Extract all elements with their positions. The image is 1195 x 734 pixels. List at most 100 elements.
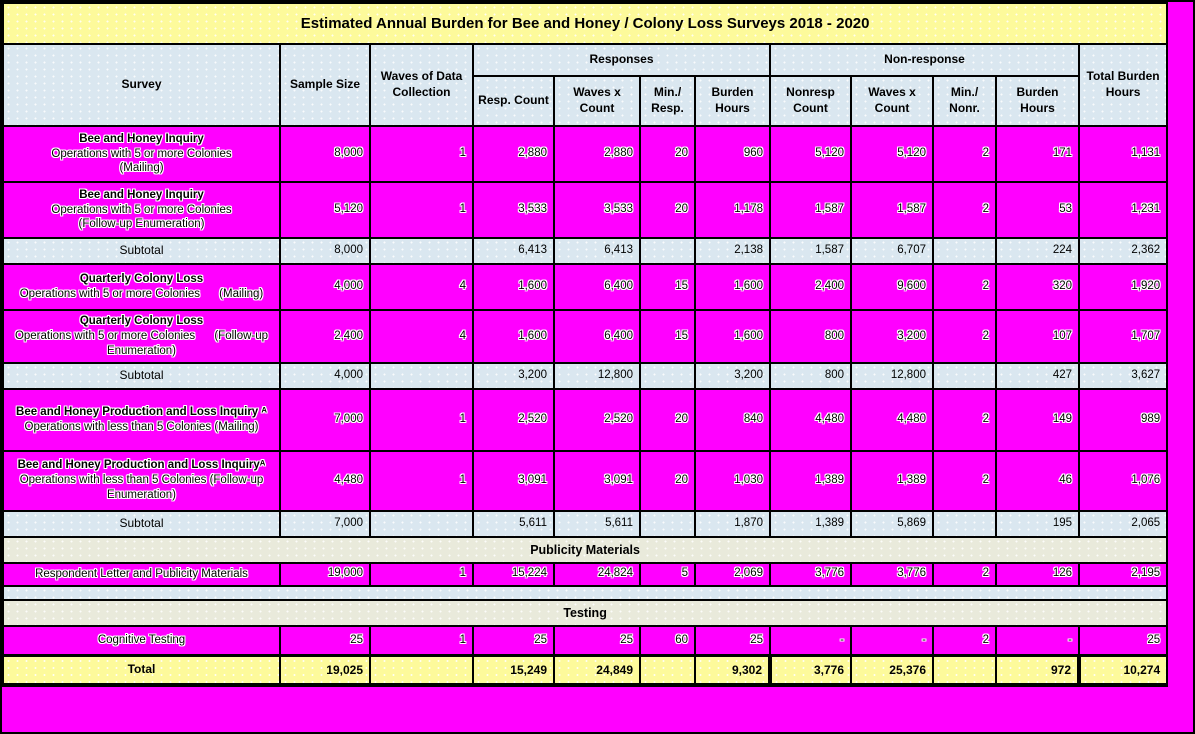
col-header-nonresp-burden-hours: Burden Hours [995,75,1080,127]
cell-resp-waves-x-count: 2,520 [553,387,641,452]
cell-resp-burden-hours: 3,200 [694,361,771,390]
cell-resp-count: 2,520 [472,387,555,452]
cell-resp-count: 1,600 [472,309,555,364]
table-row-section: Publicity Materials [2,535,1169,564]
col-header-resp-count: Resp. Count [472,75,555,127]
cell-resp-waves-x-count: 3,533 [553,181,641,239]
group-header-nonresponse: Non-response [769,43,1080,77]
cell-resp-waves-x-count: 6,400 [553,309,641,364]
cell-nonresp-count: 1,389 [769,449,852,512]
cell-resp-count: 5,611 [472,509,555,538]
cell-min-per-nonr: 2 [932,181,997,239]
title-row: Estimated Annual Burden for Bee and Hone… [2,2,1169,45]
cell-min-per-nonr: 2 [932,387,997,452]
section-header: Testing [2,598,1169,627]
survey-description: Respondent Letter and Publicity Material… [35,567,248,580]
cell-survey: Bee and Honey Inquiry Operations with 5 o… [2,125,281,183]
cell-waves-of-data-collection: 1 [369,387,474,452]
cell-min-per-nonr: 2 [932,561,997,587]
survey-name-bold: Bee and Honey Production and Loss Inquir… [16,405,267,418]
cell-nonresp-waves-x-count: 3,776 [850,561,934,587]
cell-waves-of-data-collection [369,509,474,538]
table-row-subtotal: Subtotal 7,000 5,611 5,611 1,870 1,389 5,869 19… [2,509,1169,538]
cell-resp-count: 2,880 [472,125,555,183]
cell-nonresp-count: 800 [769,309,852,364]
cell-sample-size: 7,000 [279,387,371,452]
cell-nonresp-waves-x-count: 6,707 [850,237,934,265]
cell-min-per-resp: 20 [639,449,696,512]
cell-total-burden-hours: 1,231 [1077,181,1169,239]
cell-min-per-resp [639,654,696,687]
survey-description: Operations with 5 or more Colonies (Mail… [19,288,264,300]
cell-waves-of-data-collection: 4 [369,309,474,364]
survey-description: Cognitive Testing [97,634,186,647]
survey-description: Operations with 5 or more Colonies (Foll… [14,329,269,357]
cell-subtotal-label: Subtotal [2,361,281,390]
cell-total-burden-hours: 2,065 [1077,509,1169,538]
cell-sample-size: 7,000 [279,509,371,538]
cell-min-per-resp: 60 [639,624,696,657]
cell-waves-of-data-collection: 1 [369,624,474,657]
cell-nonresp-burden-hours: - [995,624,1080,657]
table-row-subtotal: Subtotal 4,000 3,200 12,800 3,200 800 12,800 42… [2,361,1169,390]
cell-nonresp-count: 4,480 [769,387,852,452]
table-row-data: Quarterly Colony Loss Operations with 5 o… [2,263,1169,311]
cell-resp-waves-x-count: 24,849 [553,654,641,687]
survey-name-bold: Bee and Honey Inquiry [79,188,204,201]
cell-resp-burden-hours: 1,600 [694,263,771,311]
cell-total-burden-hours: 2,195 [1077,561,1169,587]
cell-sample-size: 5,120 [279,181,371,239]
table-row-data: Respondent Letter and Publicity Material… [2,561,1169,587]
cell-survey: Quarterly Colony Loss Operations with 5 o… [2,309,281,364]
cell-survey: Respondent Letter and Publicity Material… [2,561,281,587]
cell-survey: Bee and Honey Production and Loss Inquir… [2,387,281,452]
table-row-data: Bee and Honey Inquiry Operations with 5 o… [2,181,1169,239]
cell-total-burden-hours: 25 [1077,624,1169,657]
cell-resp-burden-hours: 1,030 [694,449,771,512]
cell-waves-of-data-collection: 1 [369,181,474,239]
cell-waves-of-data-collection: 1 [369,561,474,587]
survey-description: Operations with less than 5 Colonies (Ma… [24,420,259,433]
cell-total-burden-hours: 989 [1077,387,1169,452]
cell-survey: Quarterly Colony Loss Operations with 5 o… [2,263,281,311]
cell-resp-count: 1,600 [472,263,555,311]
cell-survey: Cognitive Testing [2,624,281,657]
cell-resp-burden-hours: 1,600 [694,309,771,364]
cell-sample-size: 2,400 [279,309,371,364]
spacer-row-cell [2,584,1169,601]
cell-subtotal-label: Subtotal [2,509,281,538]
cell-nonresp-burden-hours: 171 [995,125,1080,183]
cell-resp-count: 25 [472,624,555,657]
cell-nonresp-waves-x-count: 1,587 [850,181,934,239]
cell-resp-count: 3,533 [472,181,555,239]
table-row-section: Testing [2,598,1169,627]
cell-sample-size: 8,000 [279,237,371,265]
cell-min-per-nonr: 2 [932,624,997,657]
table-row-subtotal: Subtotal 8,000 6,413 6,413 2,138 1,587 6,707 22… [2,237,1169,265]
cell-min-per-resp: 15 [639,263,696,311]
cell-nonresp-count: 2,400 [769,263,852,311]
survey-description: Operations with less than 5 Colonies (Fo… [19,474,264,502]
cell-min-per-nonr [932,509,997,538]
cell-nonresp-burden-hours: 149 [995,387,1080,452]
cell-nonresp-count: 3,776 [769,561,852,587]
cell-resp-waves-x-count: 2,880 [553,125,641,183]
cell-min-per-nonr [932,237,997,265]
cell-min-per-nonr: 2 [932,309,997,364]
table-row-data: Cognitive Testing 25 1 25 25 60 25- -2-25 [2,624,1169,657]
cell-sample-size: 4,480 [279,449,371,512]
col-header-nonresp-waves-x-count: Waves x Count [850,75,934,127]
section-header: Publicity Materials [2,535,1169,564]
group-header-responses: Responses [472,43,771,77]
cell-min-per-resp: 20 [639,125,696,183]
cell-min-per-resp: 20 [639,387,696,452]
cell-nonresp-count: 3,776 [768,654,852,687]
cell-nonresp-waves-x-count: 12,800 [850,361,934,390]
cell-resp-burden-hours: 25 [694,624,771,657]
cell-nonresp-count: - [769,624,852,657]
cell-min-per-nonr: 2 [932,263,997,311]
col-header-nonresp-count: Nonresp Count [769,75,852,127]
table-row-data: Bee and Honey Production and Loss Inquir… [2,387,1169,452]
cell-min-per-nonr: 2 [932,125,997,183]
cell-sample-size: 19,000 [279,561,371,587]
